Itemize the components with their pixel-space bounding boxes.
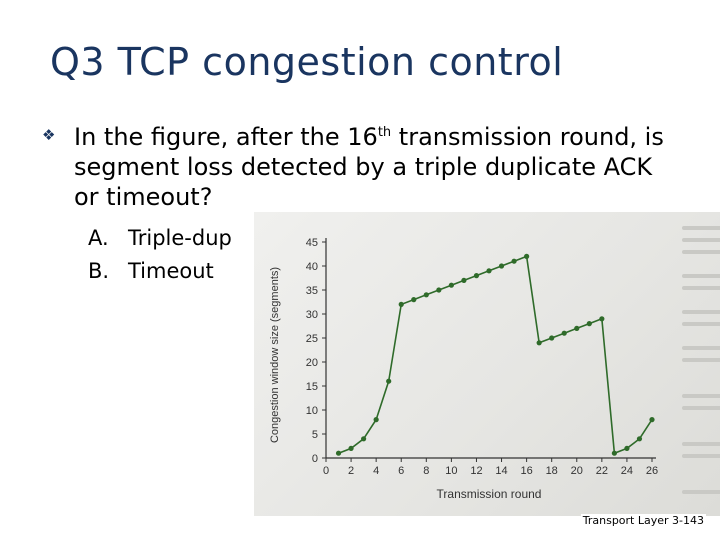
data-point <box>335 450 342 456</box>
data-point <box>498 263 505 269</box>
background-text-line <box>682 490 720 494</box>
question-part2: transmission round, is segment loss dete… <box>74 123 664 211</box>
background-text-line <box>682 286 720 290</box>
y-tick-label: 40 <box>306 261 318 273</box>
option-a[interactable]: A. Triple-dup <box>88 226 232 250</box>
background-text-line <box>682 454 720 458</box>
background-text-line <box>682 274 720 278</box>
y-tick-label: 35 <box>306 285 318 297</box>
diamond-bullet-icon: ❖ <box>42 126 56 144</box>
x-tick-label: 18 <box>546 465 558 477</box>
question-text: In the figure, after the 16th transmissi… <box>74 118 674 212</box>
data-point <box>511 258 517 264</box>
background-text-line <box>682 226 720 230</box>
data-point <box>574 325 580 331</box>
background-text-line <box>682 238 720 242</box>
question-superscript: th <box>377 125 392 140</box>
data-point <box>649 417 655 423</box>
background-text-line <box>682 310 720 314</box>
data-point <box>486 268 492 274</box>
option-a-text: Triple-dup <box>128 226 232 250</box>
x-tick-label: 14 <box>495 465 507 477</box>
data-point <box>473 273 480 279</box>
y-tick-label: 25 <box>306 333 318 345</box>
data-point <box>549 335 555 341</box>
x-axis-label: Transmission round <box>437 487 542 501</box>
y-tick-label: 30 <box>306 309 318 321</box>
x-tick-label: 4 <box>373 465 379 477</box>
background-text-line <box>682 346 720 350</box>
x-tick-label: 12 <box>470 465 482 477</box>
option-b[interactable]: B. Timeout <box>88 259 214 283</box>
x-tick-label: 20 <box>571 465 583 477</box>
y-tick-label: 15 <box>306 381 318 393</box>
x-tick-label: 2 <box>348 465 354 477</box>
x-tick-label: 16 <box>520 465 532 477</box>
background-text-line <box>682 250 720 254</box>
x-tick-label: 26 <box>646 465 658 477</box>
data-point <box>448 282 454 288</box>
option-a-letter: A. <box>88 226 109 250</box>
y-tick-label: 5 <box>312 429 318 441</box>
question-part1: In the figure, after the 16 <box>74 123 378 151</box>
y-axis-label: Congestion window size (segments) <box>269 267 281 443</box>
x-tick-label: 10 <box>445 465 457 477</box>
data-point <box>586 321 592 327</box>
y-tick-label: 20 <box>306 357 318 369</box>
background-text-line <box>682 322 720 326</box>
data-point <box>373 417 379 423</box>
y-tick-label: 0 <box>312 453 318 465</box>
data-point <box>599 316 605 322</box>
option-b-text: Timeout <box>128 259 214 283</box>
series-line <box>338 255 653 455</box>
x-tick-label: 24 <box>621 465 633 477</box>
data-point <box>411 297 417 303</box>
data-point <box>423 292 429 298</box>
x-tick-label: 0 <box>323 465 329 477</box>
data-point <box>611 450 617 456</box>
data-point <box>524 253 530 259</box>
y-tick-label: 45 <box>306 237 318 249</box>
option-b-letter: B. <box>88 259 110 283</box>
data-point <box>436 287 442 293</box>
y-tick-label: 10 <box>306 405 318 417</box>
data-point <box>361 436 367 442</box>
x-tick-label: 8 <box>423 465 429 477</box>
chart-photo: 0 5 10 15 20 25 30 35 40 45 0 2 4 6 8 10 12 14 16 18 20 22 24 2… <box>254 212 720 516</box>
x-tick-label: 22 <box>596 465 608 477</box>
data-point <box>461 277 467 283</box>
data-point <box>536 340 542 346</box>
background-text-line <box>682 406 720 410</box>
data-point <box>348 445 354 451</box>
x-tick-label: 6 <box>398 465 404 477</box>
slide-footer: Transport Layer 3-143 <box>580 514 706 527</box>
data-point <box>561 330 567 336</box>
background-text-line <box>682 442 720 446</box>
background-text-line <box>682 358 720 362</box>
data-point <box>636 436 643 442</box>
background-text-line <box>682 394 720 398</box>
data-point <box>398 301 404 307</box>
slide-title: Q3 TCP congestion control <box>50 40 564 84</box>
data-point <box>386 378 392 384</box>
data-point <box>624 445 630 451</box>
